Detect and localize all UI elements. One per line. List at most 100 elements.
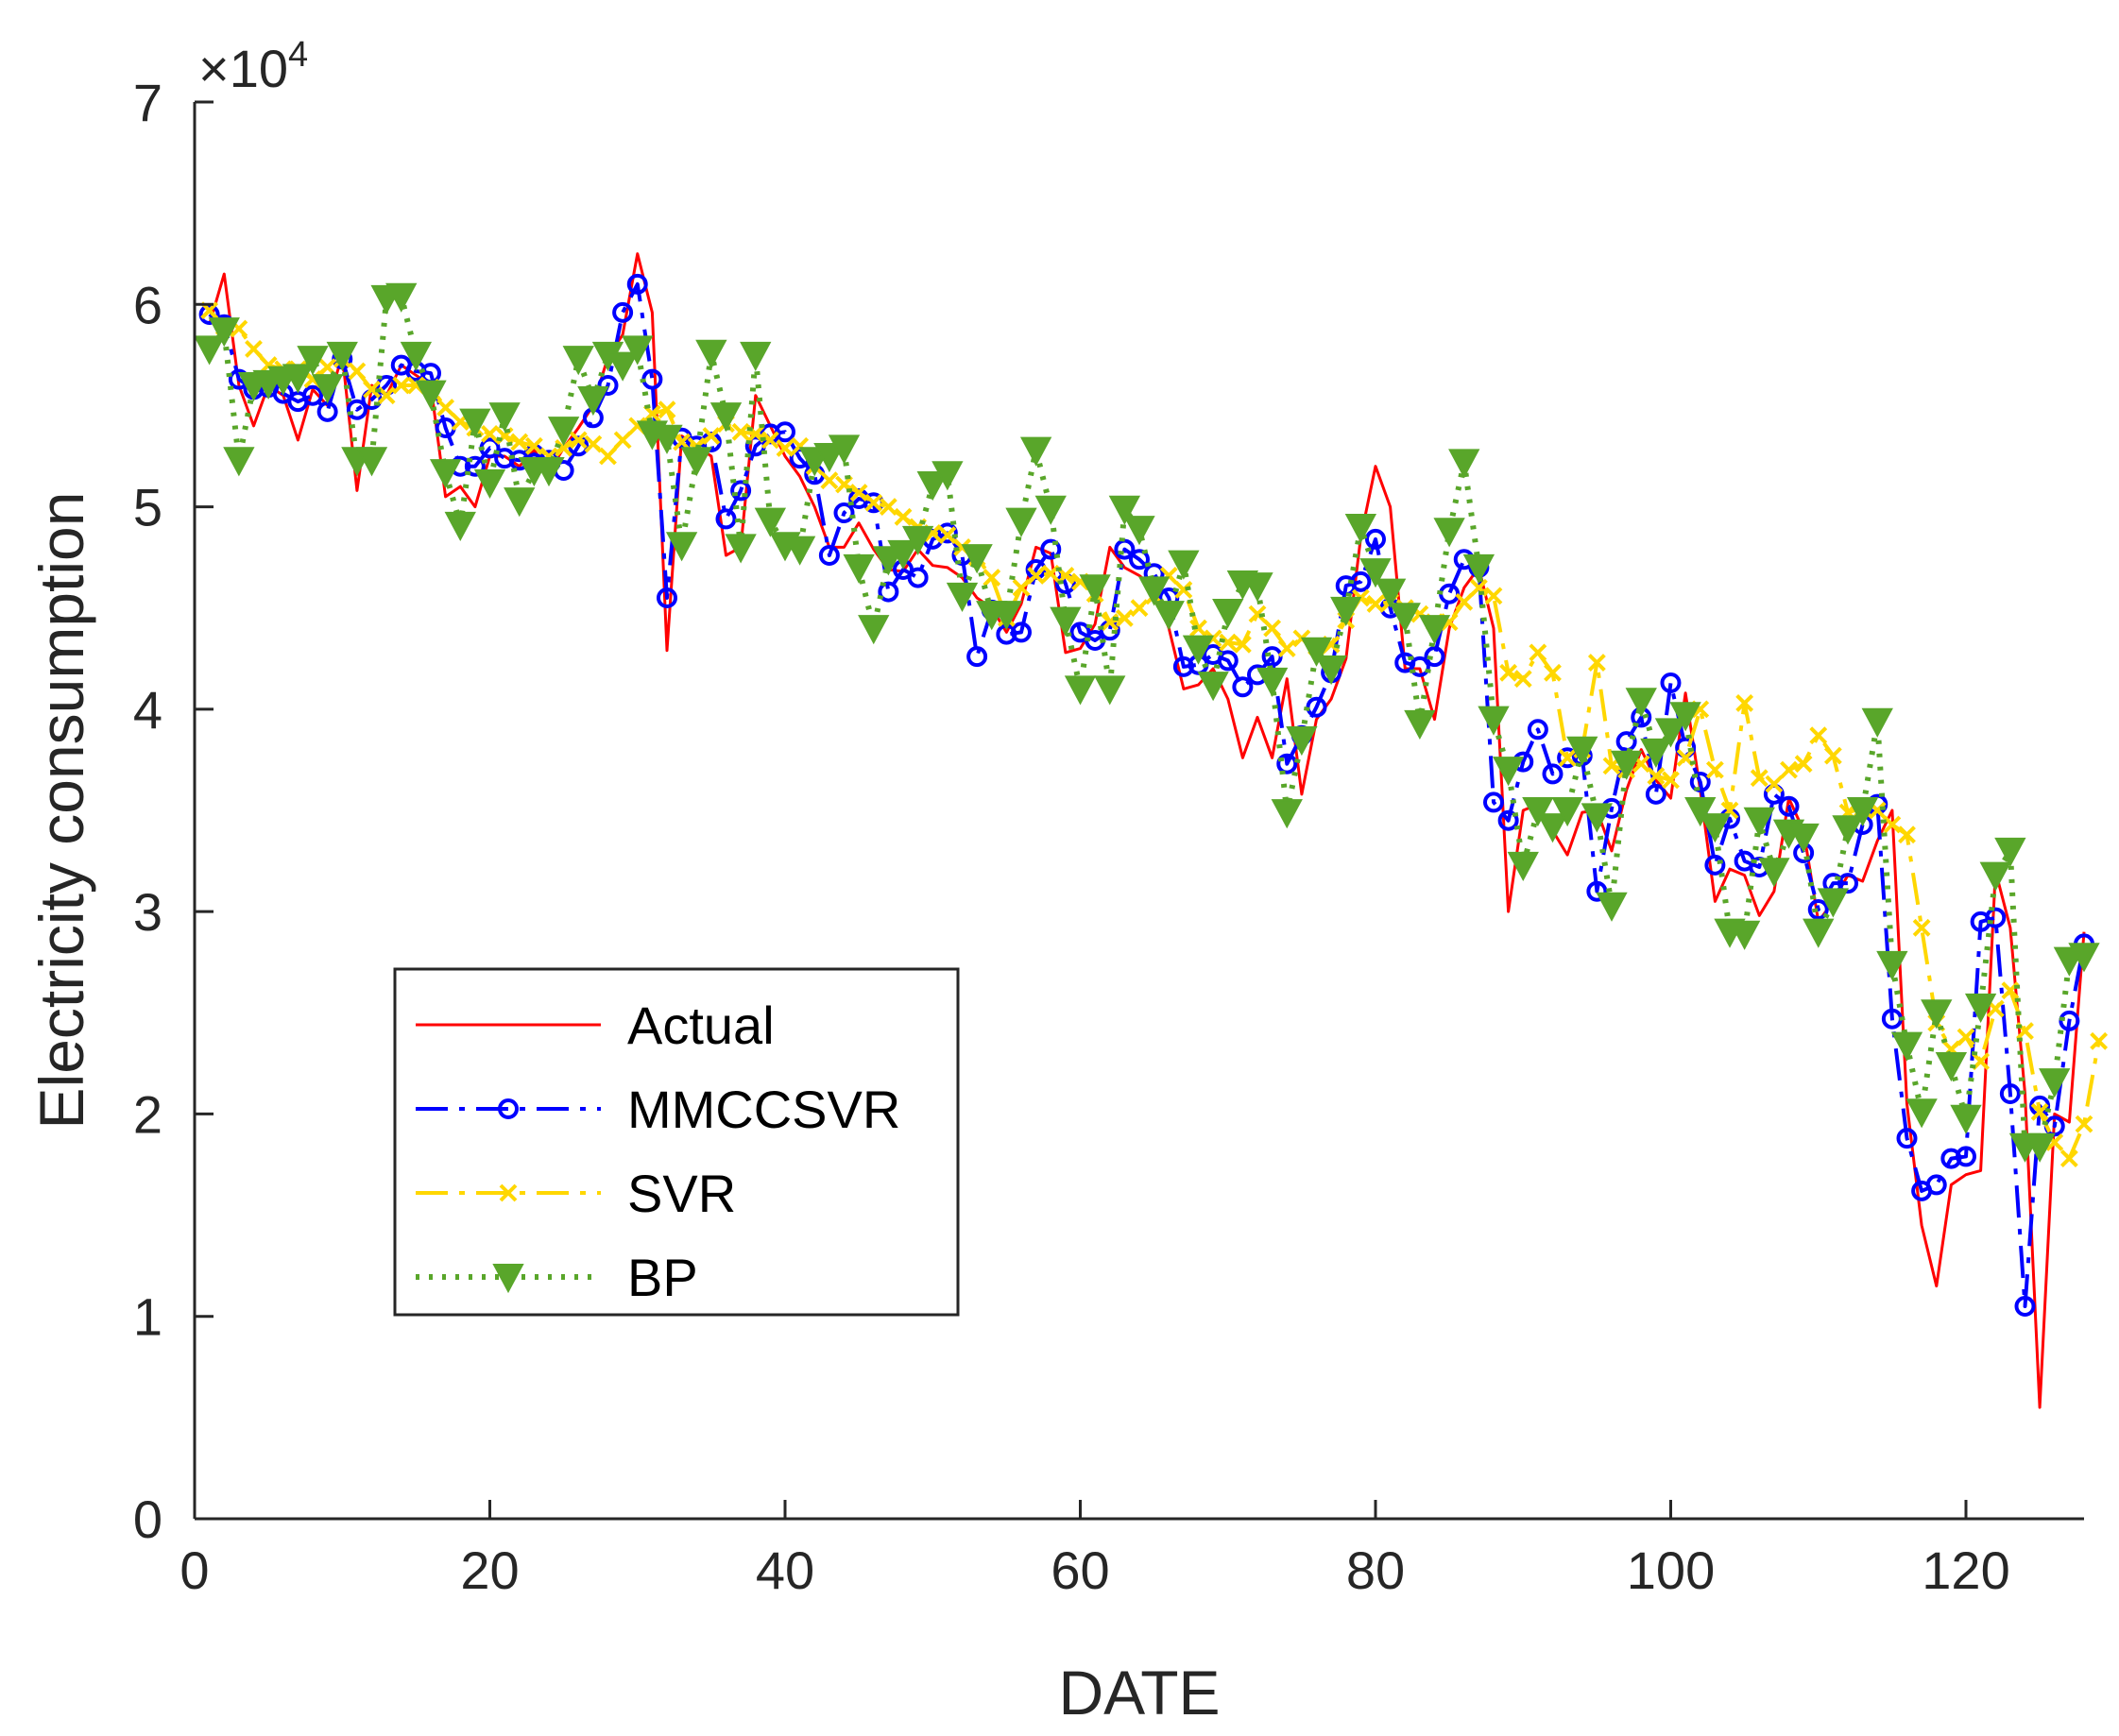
point-svr-71: [1233, 635, 1252, 654]
point-bp-86: [1448, 449, 1480, 479]
point-bp-115: [1876, 950, 1908, 980]
point-bp-26: [562, 346, 594, 376]
point-bp-120: [1950, 1104, 1982, 1134]
point-svr-17: [436, 399, 455, 417]
point-mmccsvr-127: [2059, 1010, 2080, 1031]
legend-label-bp: BP: [627, 1248, 698, 1307]
point-bp-64: [1123, 516, 1155, 546]
point-bp-80: [1359, 558, 1392, 588]
point-mmccsvr-119: [1940, 1148, 1962, 1169]
point-bp-49: [901, 525, 934, 555]
point-bp-57: [1019, 436, 1052, 467]
point-bp-43: [813, 443, 846, 473]
point-mmccsvr-102: [1689, 772, 1711, 792]
point-svr-105: [1735, 694, 1754, 712]
x-axis-title: DATE: [1058, 1658, 1220, 1727]
point-bp-78: [1330, 596, 1362, 626]
point-mmccsvr-91: [1527, 719, 1548, 740]
point-mmccsvr-28: [597, 375, 619, 396]
point-bp-65: [1137, 576, 1171, 606]
point-mmccsvr-123: [1999, 1083, 2021, 1104]
point-bp-30: [622, 335, 654, 366]
point-bp-111: [1817, 888, 1850, 918]
point-bp-85: [1433, 518, 1465, 548]
legend-label-actual: Actual: [627, 996, 775, 1055]
x-tick-label-0: 0: [179, 1540, 209, 1600]
point-bp-50: [916, 471, 948, 502]
point-svr-68: [1189, 619, 1207, 638]
point-bp-16: [415, 380, 447, 410]
point-bp-67: [1168, 550, 1200, 580]
point-bp-51: [931, 461, 964, 491]
point-mmccsvr-58: [1040, 538, 1062, 560]
point-svr-74: [1277, 639, 1296, 657]
point-bp-69: [1197, 672, 1229, 702]
point-svr-12: [363, 380, 381, 399]
point-bp-103: [1699, 813, 1732, 843]
point-bp-20: [473, 468, 506, 499]
y-tick-label-6: 6: [133, 275, 162, 334]
point-bp-68: [1182, 635, 1215, 665]
y-tick-label-4: 4: [133, 680, 162, 740]
point-svr-125: [2030, 1102, 2049, 1121]
point-mmccsvr-1: [198, 304, 220, 325]
y-tick-label-7: 7: [133, 73, 162, 132]
point-svr-93: [1558, 748, 1577, 767]
point-bp-38: [740, 341, 772, 371]
point-bp-123: [1994, 837, 2026, 867]
point-bp-24: [533, 457, 565, 487]
point-svr-43: [820, 471, 839, 490]
point-bp-27: [577, 386, 609, 417]
point-mmccsvr-71: [1232, 676, 1254, 698]
x-tick-label-40: 40: [756, 1540, 814, 1600]
point-mmccsvr-88: [1483, 791, 1504, 813]
point-bp-37: [725, 534, 757, 564]
point-mmccsvr-44: [833, 502, 855, 523]
point-bp-56: [1005, 507, 1037, 537]
point-bp-117: [1905, 1098, 1938, 1129]
point-svr-58: [1041, 564, 1060, 583]
point-bp-110: [1803, 918, 1835, 948]
point-svr-91: [1529, 643, 1547, 662]
y-tick-label-1: 1: [133, 1287, 162, 1347]
legend-marker-mmccsvr: [498, 1098, 519, 1119]
point-svr-121: [1972, 1052, 1991, 1071]
point-svr-110: [1809, 726, 1828, 745]
y-tick-label-2: 2: [133, 1084, 162, 1144]
point-bp-87: [1462, 553, 1495, 584]
point-mmccsvr-53: [966, 646, 988, 668]
point-svr-127: [2059, 1149, 2078, 1167]
point-bp-17: [429, 459, 462, 489]
tick-layer: 0 20 40 60 80 100 120 0 1 2 3 4 5 6 7: [133, 73, 2010, 1600]
point-mmccsvr-37: [730, 480, 752, 502]
point-bp-8: [297, 346, 329, 376]
y-tick-label-0: 0: [133, 1489, 162, 1549]
point-mmccsvr-56: [1011, 621, 1032, 643]
point-mmccsvr-124: [2014, 1296, 2036, 1317]
point-bp-99: [1640, 738, 1672, 768]
point-bp-25: [547, 417, 580, 447]
point-bp-44: [828, 434, 861, 465]
point-bp-41: [783, 536, 816, 566]
point-mmccsvr-99: [1645, 783, 1666, 805]
legend-box: [393, 967, 960, 1317]
point-svr-37: [731, 422, 750, 441]
point-bp-45: [843, 553, 875, 584]
y-tick-label-3: 3: [133, 882, 162, 942]
point-bp-53: [961, 544, 993, 574]
point-bp-113: [1846, 797, 1879, 827]
point-bp-77: [1315, 655, 1347, 686]
point-svr-14: [392, 376, 411, 395]
point-bp-92: [1536, 813, 1569, 843]
point-mmccsvr-74: [1276, 753, 1298, 774]
point-svr-67: [1174, 581, 1193, 599]
point-svr-90: [1513, 670, 1532, 689]
point-bp-89: [1492, 757, 1525, 787]
x-tick-label-60: 60: [1051, 1540, 1109, 1600]
point-mmccsvr-64: [1129, 549, 1150, 570]
point-bp-48: [887, 539, 919, 570]
point-bp-1: [193, 335, 226, 366]
point-mmccsvr-36: [715, 508, 737, 530]
series-bp: [193, 282, 2100, 1163]
point-svr-26: [569, 431, 588, 450]
